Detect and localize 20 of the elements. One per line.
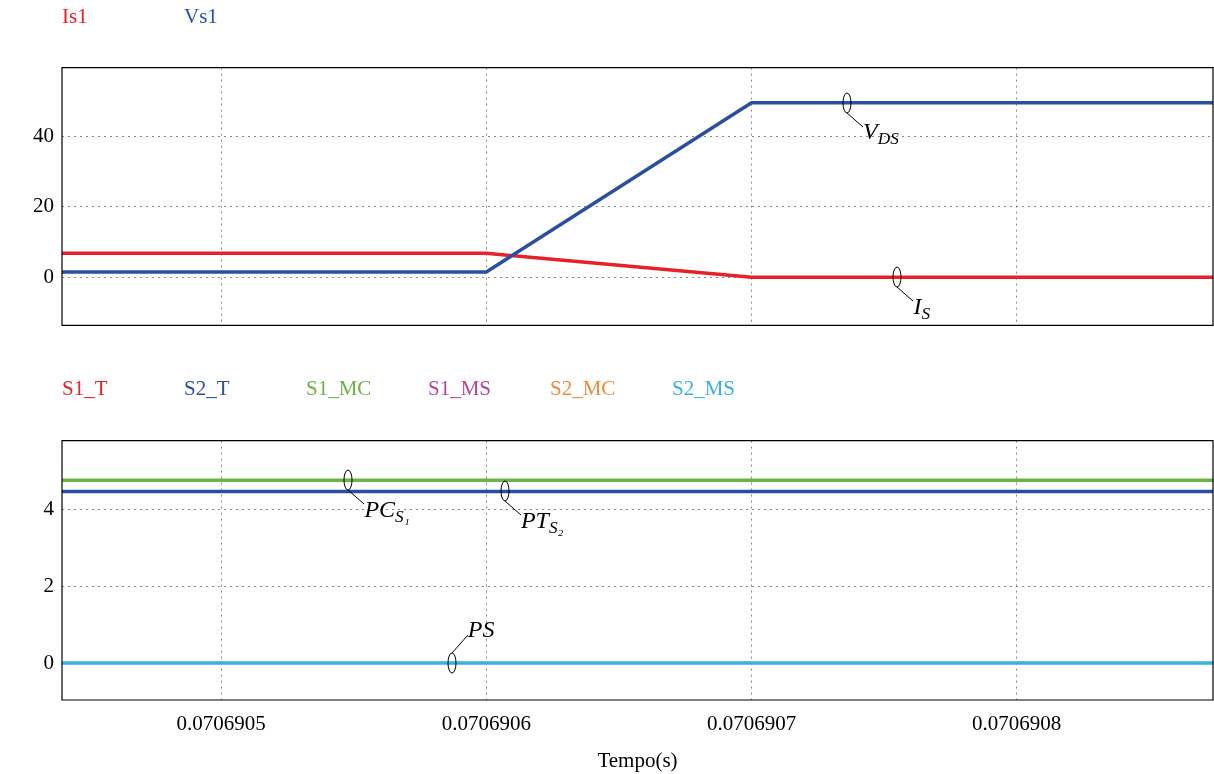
text: S2_T — [184, 376, 231, 401]
legend-label: S2_MC — [550, 376, 617, 401]
annotation: PS — [466, 616, 495, 643]
text: S2_MS — [672, 376, 737, 401]
text: Vs1 — [184, 4, 219, 29]
x-axis-title: Tempo(s) — [597, 747, 678, 772]
y-tick-label: 0 — [43, 263, 54, 288]
x-tick-label: 0.0706906 — [441, 711, 531, 736]
legend-label: S1_MS — [428, 376, 493, 401]
y-tick-label: 2 — [43, 572, 54, 597]
text: Is1 — [62, 4, 89, 29]
x-tick-label: 0.0706907 — [706, 711, 797, 736]
y-tick-label: 20 — [33, 193, 54, 218]
y-tick-label: 0 — [43, 649, 54, 674]
text: S1_MC — [306, 376, 373, 401]
legend-label: S1_T — [62, 376, 109, 401]
y-tick-label: 40 — [33, 123, 54, 148]
x-tick-label: 0.0706908 — [972, 711, 1062, 736]
x-tick-label: 0.0706905 — [176, 711, 266, 736]
y-tick-label: 4 — [43, 495, 55, 520]
